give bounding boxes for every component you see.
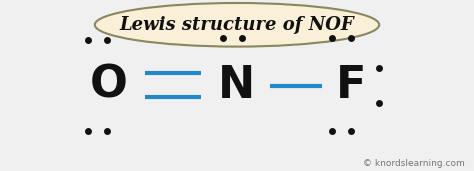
Text: Lewis structure of NOF: Lewis structure of NOF <box>120 16 354 34</box>
Text: O: O <box>90 64 128 107</box>
Text: F: F <box>336 64 366 107</box>
Text: © knordslearning.com: © knordslearning.com <box>363 159 465 168</box>
Ellipse shape <box>95 3 379 47</box>
Text: N: N <box>219 64 255 107</box>
